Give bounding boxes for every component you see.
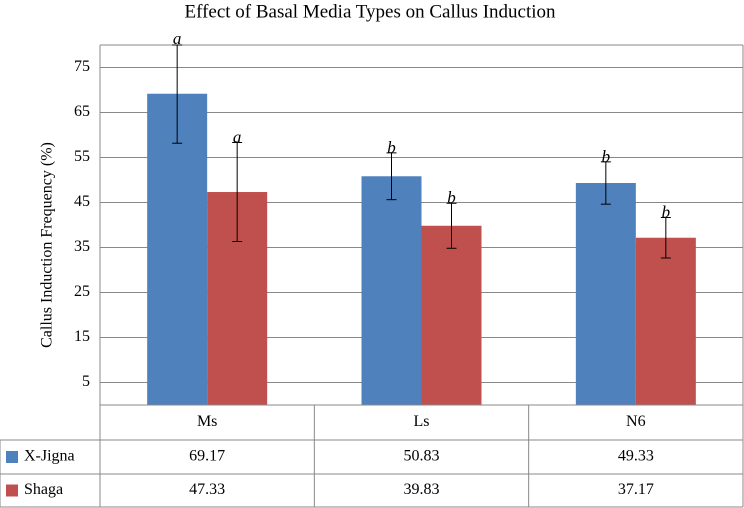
error-bar (600, 161, 611, 205)
error-bar (232, 142, 243, 243)
bar (421, 225, 482, 405)
x-tick-label: N6 (626, 413, 646, 430)
bar (361, 176, 422, 405)
y-tick-label: 55 (74, 148, 90, 165)
table-value: 50.83 (404, 448, 440, 465)
error-bar (446, 202, 457, 249)
y-tick-label: 75 (74, 58, 90, 75)
table-value: 39.83 (404, 481, 440, 498)
y-tick-label: 45 (74, 193, 90, 210)
table-value: 49.33 (618, 448, 654, 465)
y-tick-label: 5 (82, 373, 90, 390)
legend-label: X-Jigna (24, 448, 75, 465)
error-bar (172, 44, 183, 144)
y-tick-label: 35 (74, 238, 90, 255)
bar (147, 93, 208, 406)
x-tick-label: Ls (414, 413, 430, 430)
significance-label: b (387, 138, 396, 157)
bar (575, 183, 636, 405)
table-value: 69.17 (189, 448, 225, 465)
x-tick-label: Ms (197, 413, 217, 430)
y-tick-label: 65 (74, 103, 90, 120)
y-tick-label: 25 (74, 283, 90, 300)
table-value: 37.17 (618, 481, 654, 498)
significance-label: b (447, 188, 456, 207)
bar (635, 237, 696, 405)
chart-title: Effect of Basal Media Types on Callus In… (184, 1, 556, 22)
table-value: 47.33 (189, 481, 225, 498)
significance-label: b (602, 147, 611, 166)
y-axis-label: Callus Induction Frequency (%) (39, 142, 56, 348)
legend-label: Shaga (24, 481, 63, 498)
legend-swatch (6, 451, 18, 463)
error-bar (386, 152, 397, 201)
error-bar (660, 216, 671, 259)
significance-label: a (173, 29, 182, 48)
legend-swatch (6, 484, 18, 497)
significance-label: b (662, 202, 671, 221)
significance-label: a (233, 127, 242, 146)
y-tick-label: 15 (74, 328, 90, 345)
